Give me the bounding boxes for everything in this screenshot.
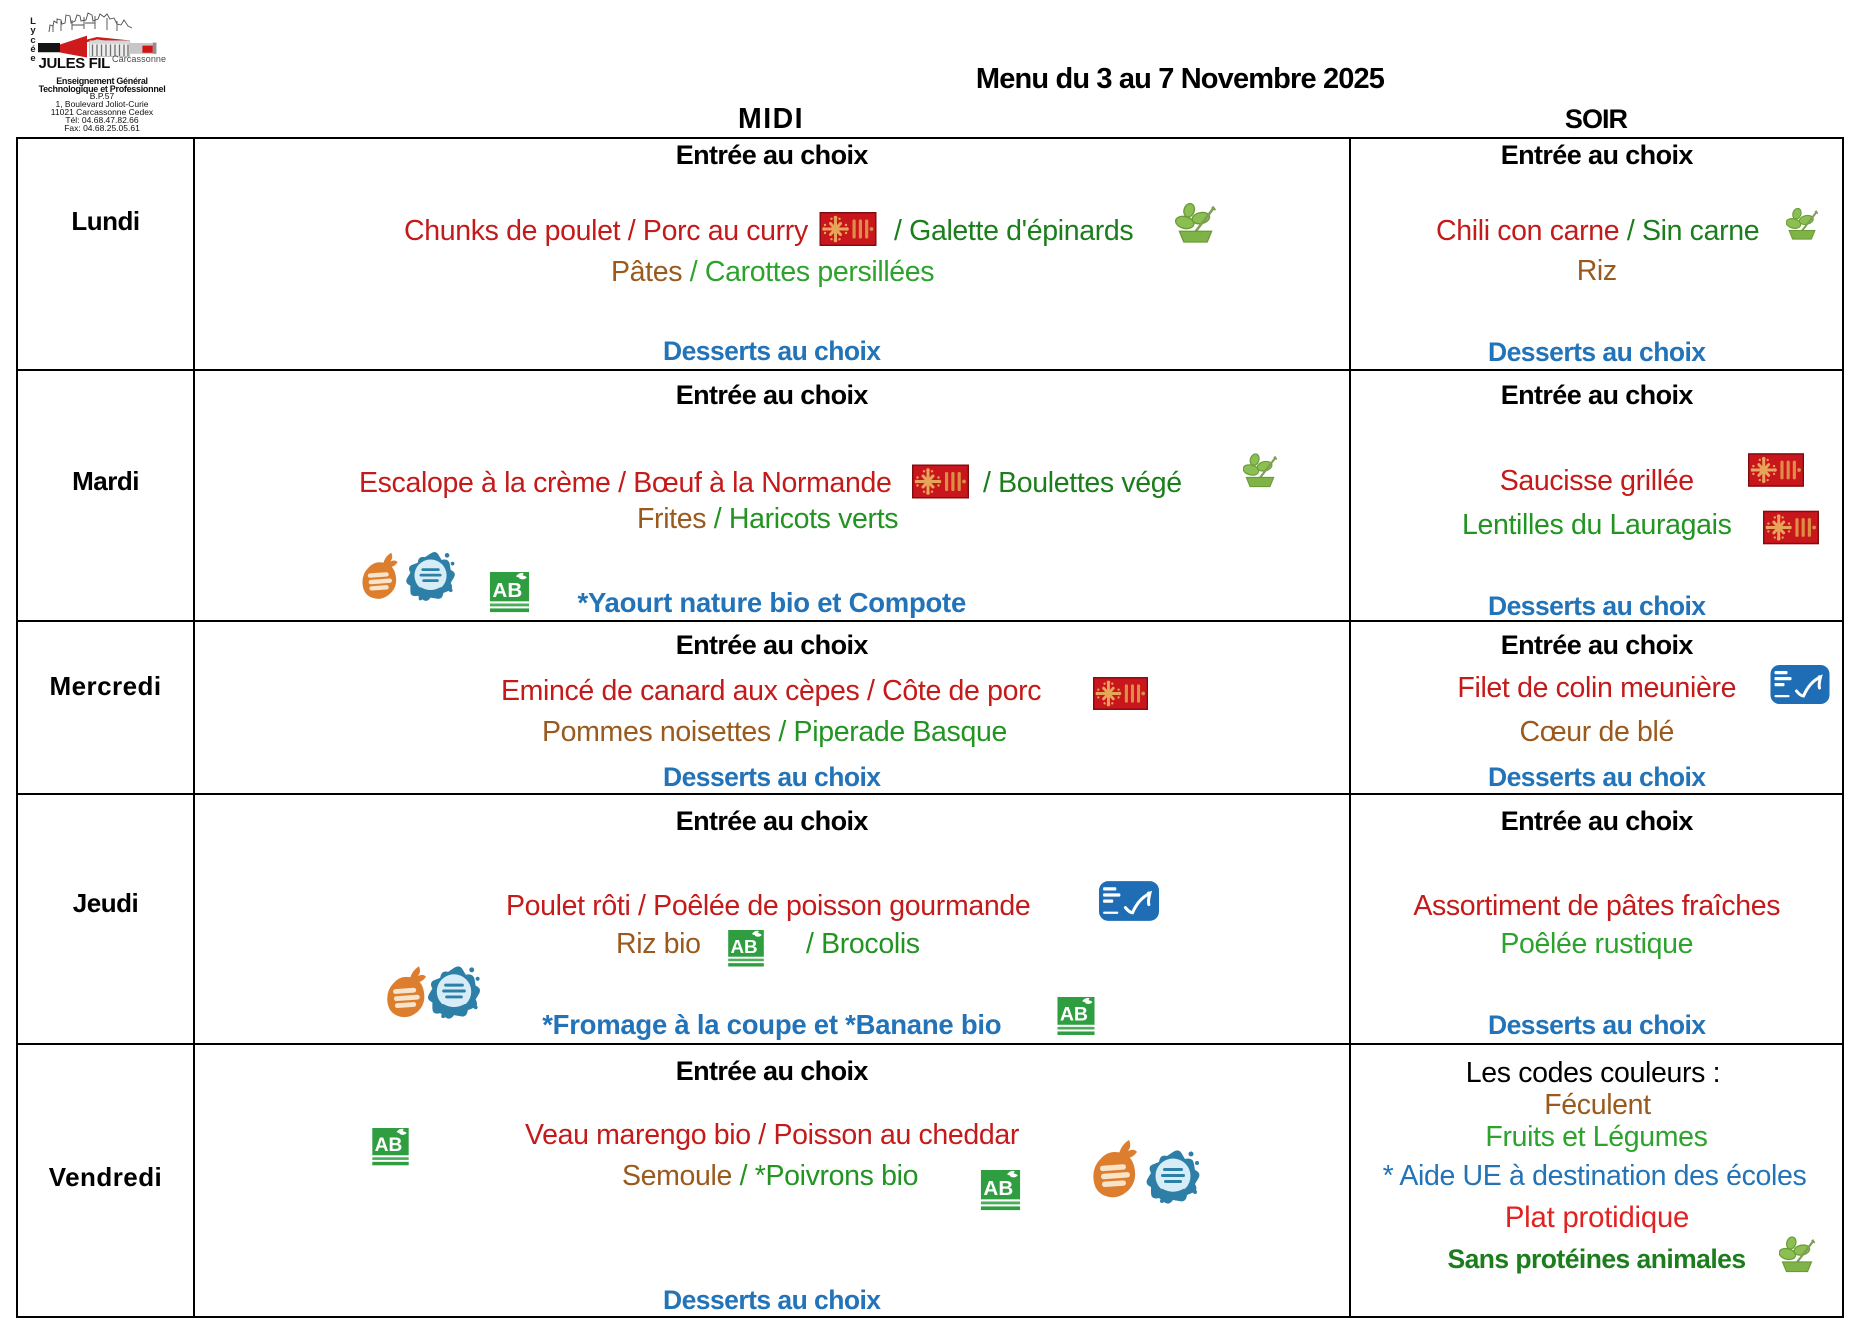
svg-text:AB: AB <box>1060 1004 1088 1026</box>
svg-text:AB: AB <box>983 1177 1013 1200</box>
svg-text:AB: AB <box>730 936 757 957</box>
svg-text:AB: AB <box>492 579 522 602</box>
svg-text:AB: AB <box>375 1135 403 1156</box>
